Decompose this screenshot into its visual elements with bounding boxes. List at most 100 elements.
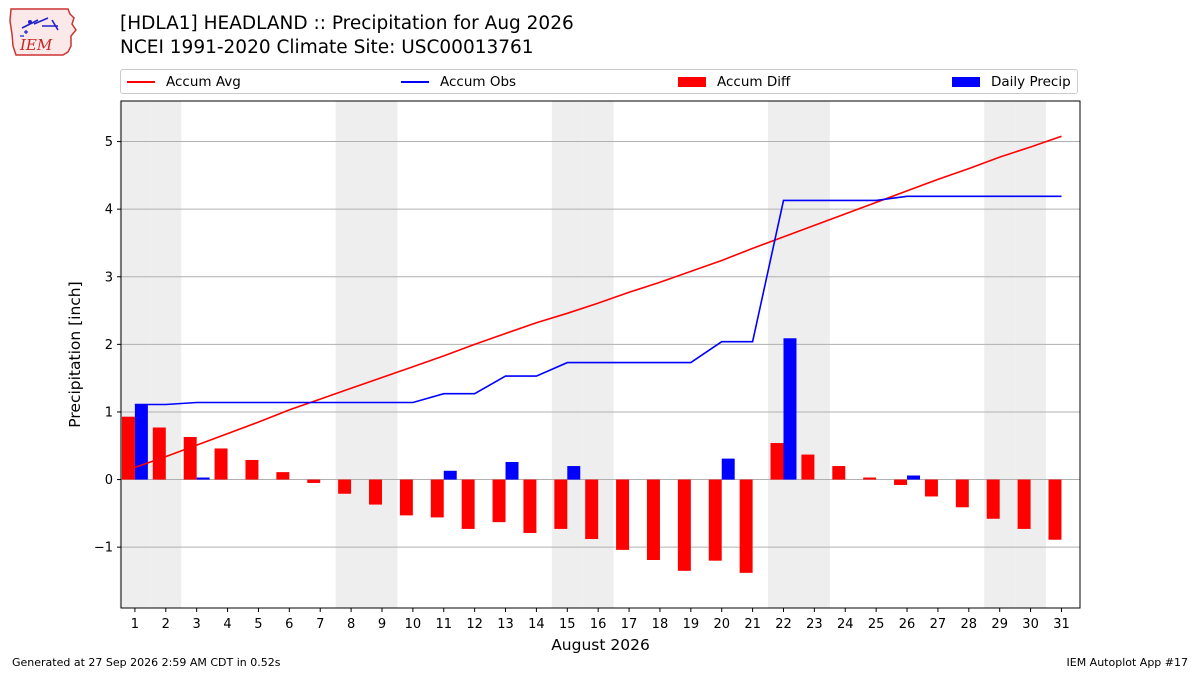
accum-diff-bar-28 xyxy=(955,479,969,508)
accum-diff-bar-10 xyxy=(399,479,413,516)
x-tick-label-20: 20 xyxy=(713,617,730,632)
daily-precip-bar-13 xyxy=(505,461,519,480)
legend-swatch-accum-avg xyxy=(127,81,155,83)
accum-diff-bar-24 xyxy=(832,466,846,480)
x-tick-label-21: 21 xyxy=(744,617,761,632)
daily-precip-bar-3 xyxy=(196,477,210,480)
x-tick-label-2: 2 xyxy=(162,617,170,632)
accum-diff-bar-22 xyxy=(770,443,784,480)
x-tick-label-9: 9 xyxy=(378,617,386,632)
x-tick-label-4: 4 xyxy=(223,617,231,632)
x-tick-label-25: 25 xyxy=(868,617,885,632)
legend-item-accum-obs: Accum Obs xyxy=(401,73,516,91)
legend: Accum Avg Accum Obs Accum Diff Daily Pre… xyxy=(120,69,1078,94)
y-tick-label-0: 0 xyxy=(105,473,113,488)
weekend-band-2 xyxy=(150,101,182,608)
accum-diff-bar-7 xyxy=(307,479,321,483)
y-axis-label: Precipitation [inch] xyxy=(66,281,84,427)
accum-diff-bar-1 xyxy=(121,416,135,480)
accum-diff-bar-2 xyxy=(152,427,166,480)
x-tick-label-16: 16 xyxy=(590,617,607,632)
x-tick-label-17: 17 xyxy=(621,617,638,632)
accum-diff-bar-26 xyxy=(894,479,908,485)
legend-swatch-daily-precip xyxy=(952,77,980,87)
iem-logo-icon: IEM xyxy=(9,8,77,56)
accum-diff-bar-30 xyxy=(1017,479,1031,529)
x-tick-label-11: 11 xyxy=(435,617,452,632)
daily-precip-bar-22 xyxy=(783,338,797,480)
x-tick-label-30: 30 xyxy=(1022,617,1039,632)
series-line-accum-avg xyxy=(134,135,1062,469)
legend-label-daily-precip: Daily Precip xyxy=(991,74,1071,90)
accum-diff-bar-17 xyxy=(616,479,630,550)
x-tick-label-10: 10 xyxy=(405,617,422,632)
logo-text: IEM xyxy=(19,36,53,54)
daily-precip-bar-1 xyxy=(134,404,148,480)
accum-diff-bar-5 xyxy=(245,459,259,480)
x-tick-label-24: 24 xyxy=(837,617,854,632)
y-tick-label-3: 3 xyxy=(105,270,113,285)
weekend-band-30 xyxy=(1015,101,1047,608)
accum-diff-bar-31 xyxy=(1048,479,1062,540)
x-tick-label-28: 28 xyxy=(961,617,978,632)
daily-precip-bar-11 xyxy=(443,470,457,480)
accum-diff-bar-21 xyxy=(739,479,753,573)
app-footer: IEM Autoplot App #17 xyxy=(1066,656,1189,669)
accum-diff-bar-23 xyxy=(801,454,815,480)
legend-swatch-accum-diff xyxy=(678,77,706,87)
title-line-1: [HDLA1] HEADLAND :: Precipitation for Au… xyxy=(120,13,574,34)
weekend-band-29 xyxy=(984,101,1016,608)
x-tick-label-15: 15 xyxy=(559,617,576,632)
legend-label-accum-avg: Accum Avg xyxy=(166,74,241,90)
daily-precip-bar-20 xyxy=(721,458,735,480)
y-tick-label-4: 4 xyxy=(105,203,113,218)
accum-diff-bar-27 xyxy=(924,479,938,497)
x-tick-label-22: 22 xyxy=(775,617,792,632)
x-tick-label-6: 6 xyxy=(285,617,293,632)
accum-diff-bar-8 xyxy=(338,479,352,494)
x-tick-label-23: 23 xyxy=(806,617,823,632)
accum-diff-bar-15 xyxy=(554,479,568,529)
weekend-band-15 xyxy=(551,101,583,608)
x-tick-label-26: 26 xyxy=(899,617,916,632)
legend-item-daily-precip: Daily Precip xyxy=(952,73,1071,91)
accum-diff-bar-20 xyxy=(708,479,722,561)
x-tick-label-13: 13 xyxy=(497,617,514,632)
accum-diff-bar-9 xyxy=(369,479,382,505)
daily-precip-bar-26 xyxy=(907,475,921,480)
iem-logo[interactable]: IEM xyxy=(8,6,80,58)
accum-diff-bar-16 xyxy=(585,479,599,540)
accum-diff-bar-12 xyxy=(461,479,475,529)
chart-title: [HDLA1] HEADLAND :: Precipitation for Au… xyxy=(120,12,574,60)
y-tick-label-1: 1 xyxy=(105,405,113,420)
x-tick-label-14: 14 xyxy=(528,617,545,632)
accum-diff-bar-6 xyxy=(276,472,290,480)
x-tick-label-18: 18 xyxy=(652,617,669,632)
x-tick-label-3: 3 xyxy=(193,617,201,632)
x-tick-label-27: 27 xyxy=(930,617,947,632)
accum-diff-bar-18 xyxy=(646,479,660,561)
accum-diff-bar-3 xyxy=(183,436,197,480)
legend-item-accum-diff: Accum Diff xyxy=(678,73,790,91)
legend-swatch-accum-obs xyxy=(401,81,429,83)
title-line-2: NCEI 1991-2020 Climate Site: USC00013761 xyxy=(120,37,534,58)
accum-diff-bar-11 xyxy=(430,479,444,518)
y-tick-label--1: −1 xyxy=(94,541,113,556)
accum-diff-bar-14 xyxy=(523,479,537,533)
y-tick-label-5: 5 xyxy=(105,135,113,150)
weekend-band-23 xyxy=(798,101,830,608)
x-tick-label-8: 8 xyxy=(347,617,355,632)
series-line-accum-obs xyxy=(134,195,1062,406)
x-axis-label: August 2026 xyxy=(551,636,650,654)
accum-diff-bar-4 xyxy=(214,448,228,480)
accum-diff-bar-13 xyxy=(492,479,506,523)
x-tick-label-12: 12 xyxy=(466,617,483,632)
weekend-band-8 xyxy=(335,101,367,608)
x-tick-label-19: 19 xyxy=(683,617,700,632)
x-tick-label-1: 1 xyxy=(131,617,139,632)
x-tick-label-7: 7 xyxy=(316,617,324,632)
daily-precip-bar-15 xyxy=(567,466,581,480)
accum-diff-bar-29 xyxy=(986,479,1000,519)
x-tick-label-31: 31 xyxy=(1053,617,1070,632)
